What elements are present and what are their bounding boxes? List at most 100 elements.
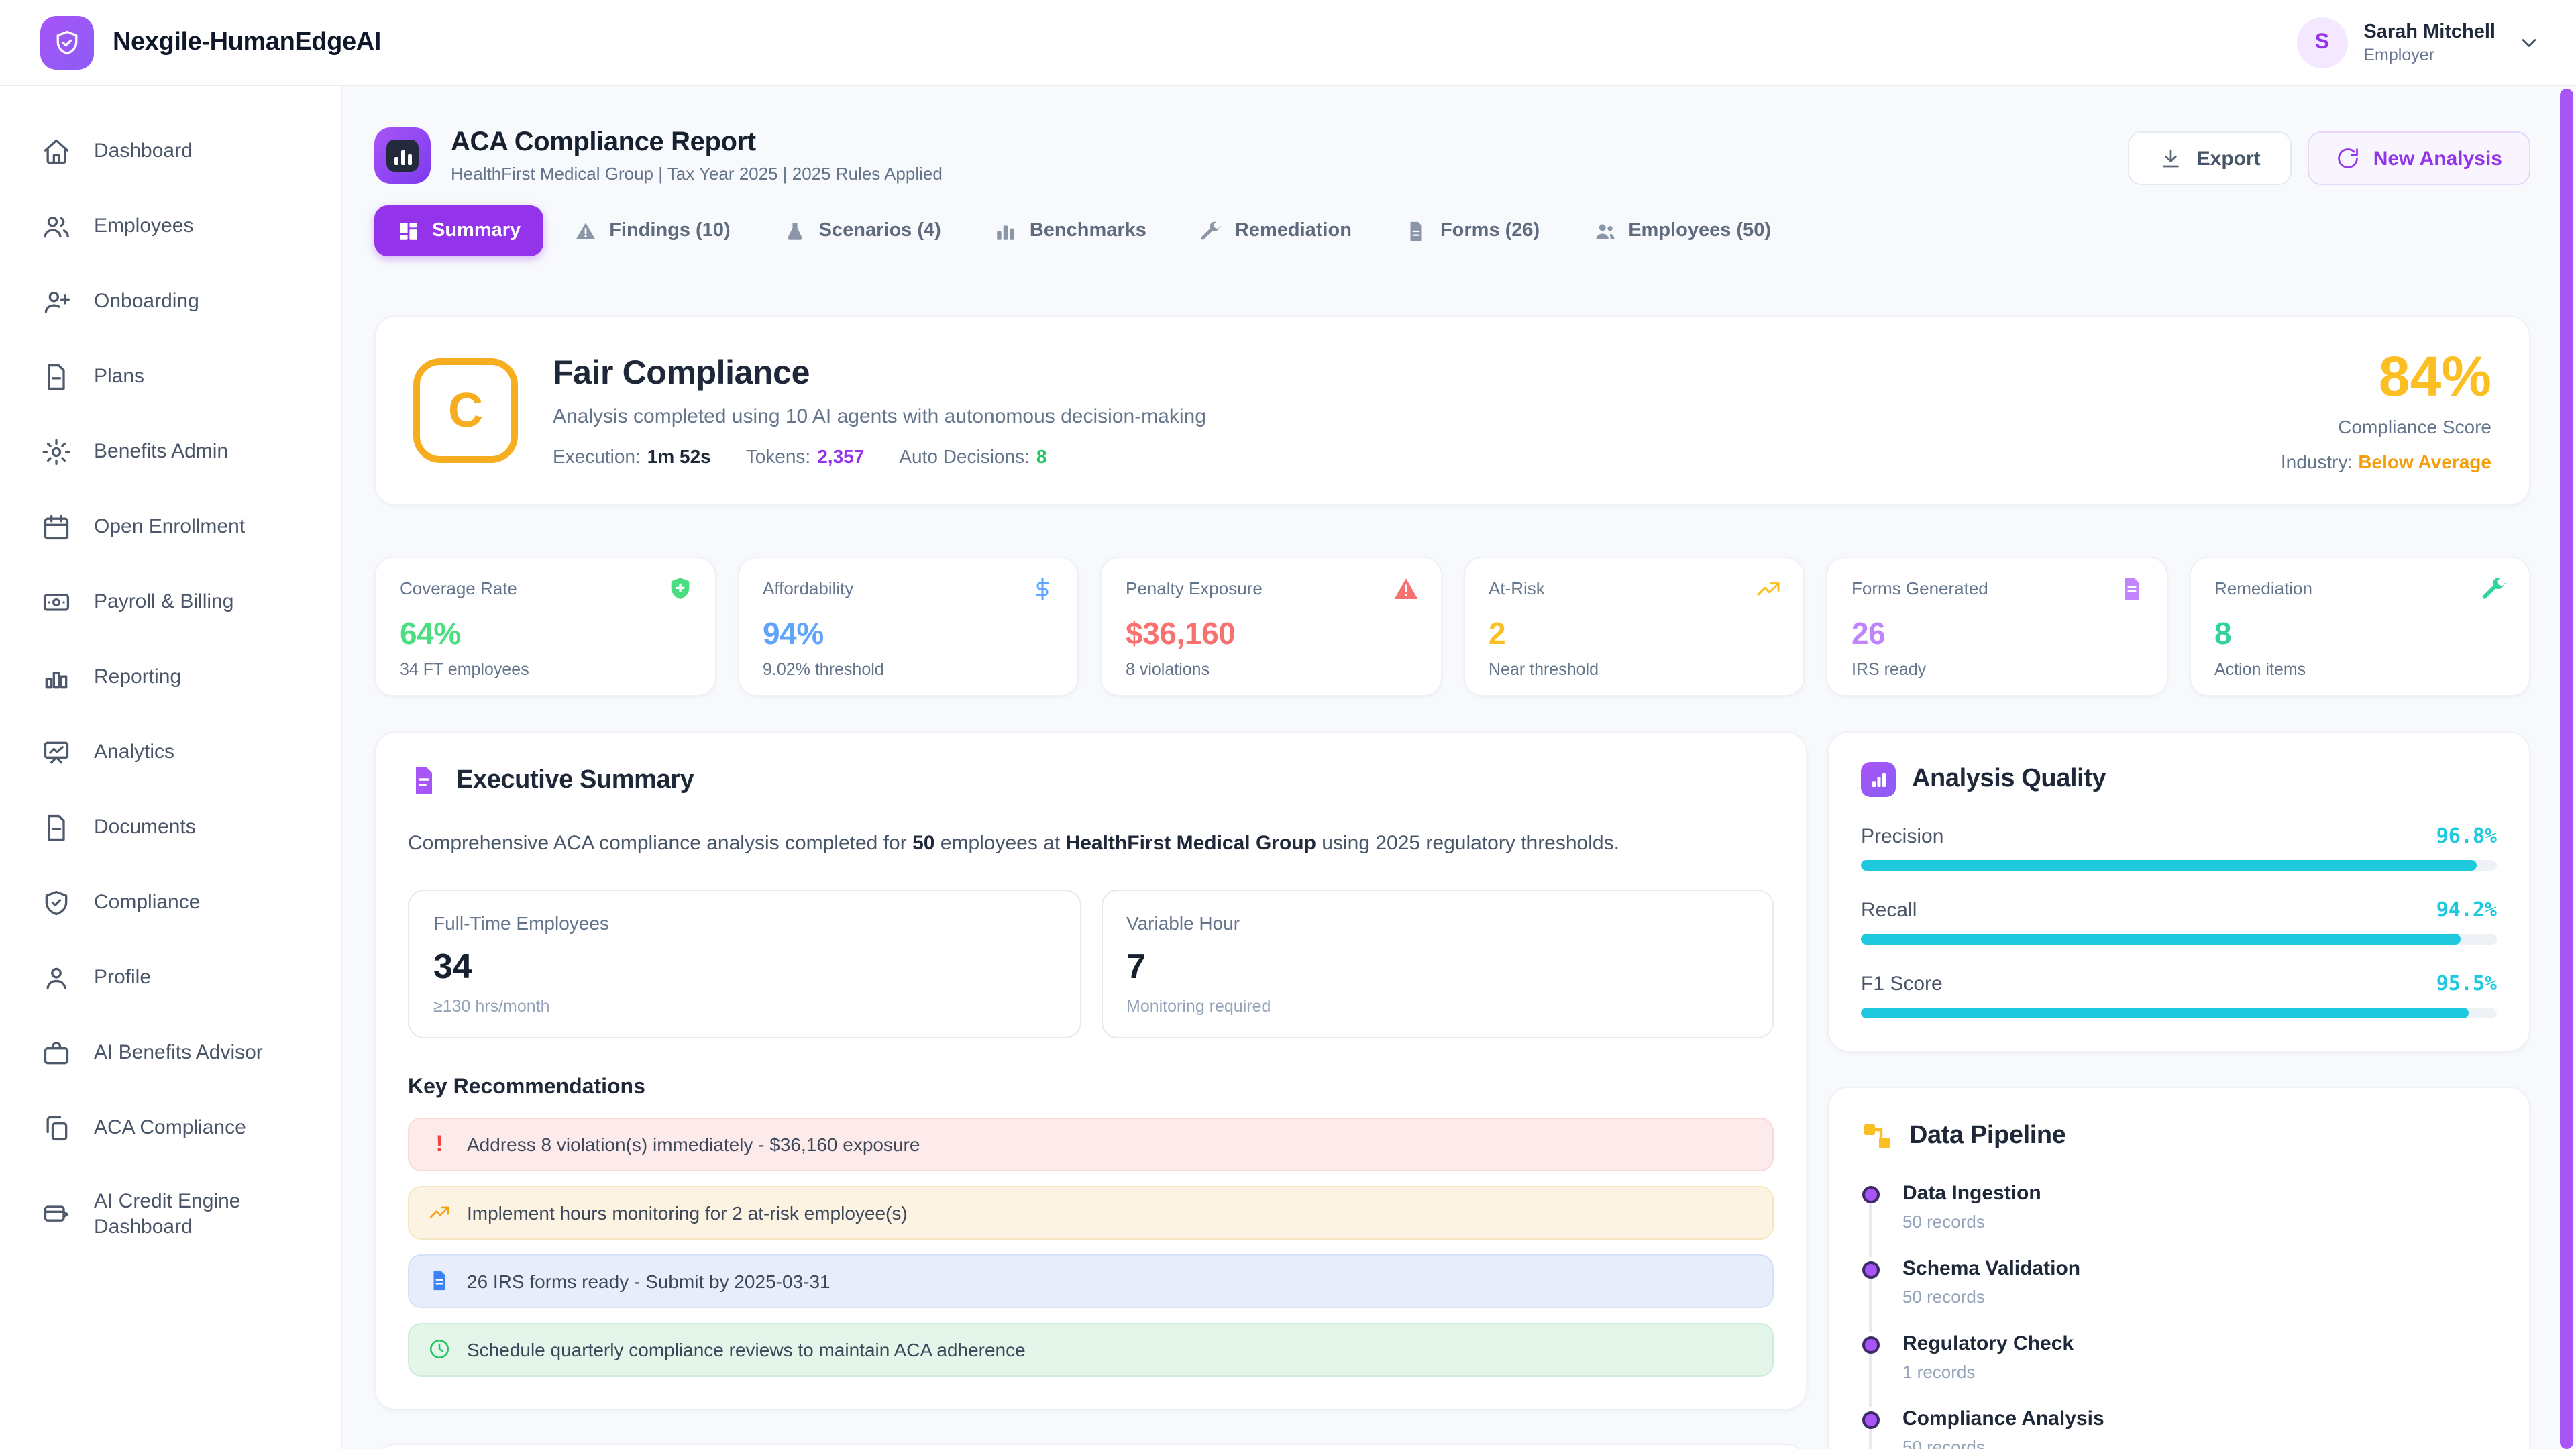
exclamation-icon: ! — [435, 1130, 443, 1156]
grade-title: Fair Compliance — [553, 354, 810, 392]
pipeline-step: Compliance Analysis 50 records — [1861, 1407, 2497, 1449]
trending-up-icon — [1755, 576, 1782, 602]
summary-paragraph: Comprehensive ACA compliance analysis co… — [408, 832, 1619, 855]
download-icon — [2159, 146, 2184, 170]
compliance-grade-card: C Fair Compliance Analysis completed usi… — [374, 315, 2530, 506]
copy-pages-icon — [42, 1114, 71, 1143]
presentation-chart-icon — [42, 738, 71, 767]
tab-scenarios[interactable]: Scenarios (4) — [761, 205, 964, 256]
metric-coverage-rate: Coverage Rate 64% 34 FT employees — [374, 557, 716, 696]
grade-stats: Execution: 1m 52s Tokens: 2,357 Auto Decis… — [553, 445, 1047, 467]
clock-icon — [428, 1338, 451, 1360]
progress-bar — [1861, 934, 2497, 945]
shield-logo-icon — [40, 15, 94, 69]
users-icon — [1593, 219, 1616, 242]
sidebar-item-documents[interactable]: Documents — [0, 790, 341, 865]
top-bar: Nexgile-HumanEdgeAI S Sarah Mitchell Emp… — [0, 0, 2576, 86]
sidebar-item-open-enrollment[interactable]: Open Enrollment — [0, 490, 341, 565]
user-name: Sarah Mitchell — [2363, 21, 2496, 42]
wrench-icon — [1200, 219, 1223, 242]
report-icon — [374, 127, 431, 184]
file-text-icon — [42, 362, 71, 392]
sidebar-item-compliance[interactable]: Compliance — [0, 865, 341, 941]
step-dot — [1862, 1186, 1879, 1203]
shield-check-icon — [42, 888, 71, 918]
recommendation-item: 26 IRS forms ready - Submit by 2025-03-3… — [408, 1254, 1774, 1307]
grade-badge: C — [413, 358, 518, 463]
file-icon — [1405, 219, 1428, 242]
credit-card-icon — [42, 1199, 71, 1229]
tab-benchmarks[interactable]: Benchmarks — [972, 205, 1169, 256]
sidebar-item-analytics[interactable]: Analytics — [0, 715, 341, 790]
quality-metric-precision: Precision 96.8% — [1861, 824, 2497, 871]
avatar: S — [2296, 17, 2348, 68]
recommendations-list: ! Address 8 violation(s) immediately - $… — [408, 1117, 1774, 1376]
tab-summary[interactable]: Summary — [374, 205, 544, 256]
metric-at-risk: At-Risk 2 Near threshold — [1463, 557, 1805, 696]
pipeline-step: Schema Validation 50 records — [1861, 1257, 2497, 1332]
wrench-icon — [2481, 576, 2508, 602]
data-pipeline-card: Data Pipeline Data Ingestion 50 records S… — [1827, 1087, 2530, 1449]
next-section-card — [374, 1443, 1807, 1449]
refresh-icon — [2336, 146, 2360, 170]
stat-full-time-employees: Full-Time Employees 34 ≥130 hrs/month — [408, 889, 1081, 1038]
sidebar-item-ai-credit-engine-dashboard[interactable]: AI Credit Engine Dashboard — [0, 1166, 341, 1263]
step-dot — [1862, 1261, 1879, 1279]
sidebar-item-aca-compliance[interactable]: ACA Compliance — [0, 1091, 341, 1166]
metric-remediation: Remediation 8 Action items — [2189, 557, 2530, 696]
tab-findings[interactable]: Findings (10) — [551, 205, 753, 256]
section-title: Executive Summary — [456, 766, 694, 794]
page-header: ACA Compliance Report HealthFirst Medica… — [374, 127, 2530, 192]
section-title: Data Pipeline — [1909, 1122, 2066, 1150]
execution-value: 1m 52s — [647, 445, 711, 467]
score-label: Compliance Score — [2338, 416, 2491, 437]
sidebar-item-reporting[interactable]: Reporting — [0, 640, 341, 715]
recommendation-item: Implement hours monitoring for 2 at-risk… — [408, 1185, 1774, 1239]
report-tabs: Summary Findings (10) Scenarios (4) Benc… — [374, 205, 2530, 256]
tab-forms[interactable]: Forms (26) — [1383, 205, 1562, 256]
user-menu[interactable]: S Sarah Mitchell Employer — [2296, 17, 2541, 68]
step-dot — [1862, 1411, 1879, 1429]
page-title: ACA Compliance Report — [451, 127, 756, 157]
compliance-score: 84% Compliance Score Industry: Below Aver… — [2280, 348, 2491, 472]
page-subtitle: HealthFirst Medical Group | Tax Year 202… — [451, 164, 943, 184]
tab-remediation[interactable]: Remediation — [1177, 205, 1375, 256]
industry-benchmark: Industry: Below Average — [2280, 451, 2491, 472]
sidebar-item-dashboard[interactable]: Dashboard — [0, 114, 341, 189]
grid-icon — [397, 219, 420, 242]
dollar-icon — [1029, 576, 1056, 602]
quality-metric-f1: F1 Score 95.5% — [1861, 971, 2497, 1018]
sidebar-item-payroll-billing[interactable]: Payroll & Billing — [0, 565, 341, 640]
new-analysis-button[interactable]: New Analysis — [2307, 131, 2530, 185]
users-icon — [42, 212, 71, 241]
sidebar-item-benefits-admin[interactable]: Benefits Admin — [0, 415, 341, 490]
calendar-icon — [42, 513, 71, 542]
sidebar-item-profile[interactable]: Profile — [0, 941, 341, 1016]
banknote-icon — [42, 588, 71, 617]
step-dot — [1862, 1336, 1879, 1354]
metric-forms-generated: Forms Generated 26 IRS ready — [1826, 557, 2167, 696]
bar-chart-icon — [995, 219, 1018, 242]
chevron-down-icon — [2517, 30, 2541, 54]
sidebar-item-employees[interactable]: Employees — [0, 189, 341, 264]
recommendation-item: Schedule quarterly compliance reviews to… — [408, 1322, 1774, 1376]
sidebar-item-plans[interactable]: Plans — [0, 339, 341, 415]
scrollbar-thumb[interactable] — [2560, 89, 2573, 1449]
progress-bar — [1861, 1008, 2497, 1018]
sidebar-item-onboarding[interactable]: Onboarding — [0, 264, 341, 339]
quality-metric-recall: Recall 94.2% — [1861, 898, 2497, 945]
metric-cards: Coverage Rate 64% 34 FT employees Afford… — [374, 557, 2530, 696]
export-button[interactable]: Export — [2128, 131, 2292, 185]
main-content: ACA Compliance Report HealthFirst Medica… — [342, 86, 2576, 1449]
alert-triangle-icon — [574, 219, 597, 242]
recommendations-heading: Key Recommendations — [408, 1075, 645, 1098]
pipeline-steps: Data Ingestion 50 records Schema Validati… — [1861, 1182, 2497, 1449]
sidebar-item-ai-benefits-advisor[interactable]: AI Benefits Advisor — [0, 1016, 341, 1091]
section-title: Analysis Quality — [1912, 765, 2106, 793]
auto-decisions-value: 8 — [1036, 445, 1047, 467]
pipeline-icon — [1861, 1120, 1893, 1152]
tab-employees[interactable]: Employees (50) — [1570, 205, 1794, 256]
bar-chart-icon — [42, 663, 71, 692]
analysis-quality-card: Analysis Quality Precision 96.8% Recall 94… — [1827, 731, 2530, 1052]
